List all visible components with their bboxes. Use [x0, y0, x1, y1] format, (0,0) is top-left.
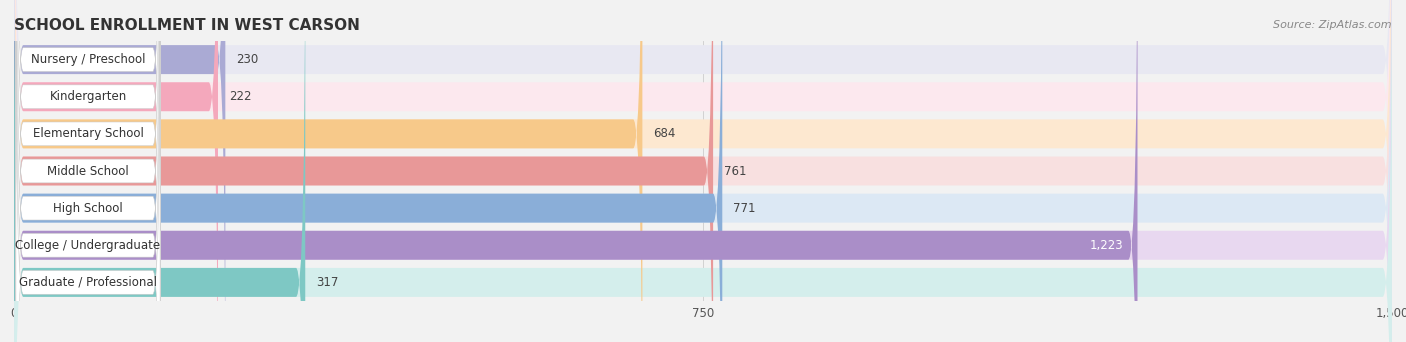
FancyBboxPatch shape — [15, 0, 160, 342]
FancyBboxPatch shape — [14, 0, 723, 342]
FancyBboxPatch shape — [14, 0, 225, 342]
Text: 230: 230 — [236, 53, 259, 66]
FancyBboxPatch shape — [14, 0, 1137, 342]
FancyBboxPatch shape — [14, 0, 1392, 342]
FancyBboxPatch shape — [14, 0, 1392, 342]
Text: Source: ZipAtlas.com: Source: ZipAtlas.com — [1274, 20, 1392, 30]
Text: Nursery / Preschool: Nursery / Preschool — [31, 53, 145, 66]
Text: 317: 317 — [316, 276, 339, 289]
FancyBboxPatch shape — [14, 0, 1392, 342]
FancyBboxPatch shape — [15, 0, 160, 342]
Text: High School: High School — [53, 202, 122, 215]
FancyBboxPatch shape — [14, 0, 643, 342]
FancyBboxPatch shape — [15, 0, 160, 342]
Text: College / Undergraduate: College / Undergraduate — [15, 239, 160, 252]
FancyBboxPatch shape — [14, 0, 305, 342]
Text: 222: 222 — [229, 90, 252, 103]
Text: 684: 684 — [654, 127, 676, 140]
Text: Graduate / Professional: Graduate / Professional — [20, 276, 157, 289]
FancyBboxPatch shape — [15, 0, 160, 342]
Text: 761: 761 — [724, 165, 747, 177]
Text: Middle School: Middle School — [48, 165, 129, 177]
Text: 771: 771 — [734, 202, 756, 215]
FancyBboxPatch shape — [15, 0, 160, 342]
Text: SCHOOL ENROLLMENT IN WEST CARSON: SCHOOL ENROLLMENT IN WEST CARSON — [14, 18, 360, 33]
FancyBboxPatch shape — [14, 0, 1392, 342]
Text: Kindergarten: Kindergarten — [49, 90, 127, 103]
Text: 1,223: 1,223 — [1090, 239, 1123, 252]
FancyBboxPatch shape — [14, 0, 713, 342]
FancyBboxPatch shape — [14, 0, 218, 342]
FancyBboxPatch shape — [15, 0, 160, 342]
FancyBboxPatch shape — [14, 0, 1392, 342]
FancyBboxPatch shape — [14, 0, 1392, 342]
FancyBboxPatch shape — [14, 0, 1392, 342]
Text: Elementary School: Elementary School — [32, 127, 143, 140]
FancyBboxPatch shape — [15, 0, 160, 342]
